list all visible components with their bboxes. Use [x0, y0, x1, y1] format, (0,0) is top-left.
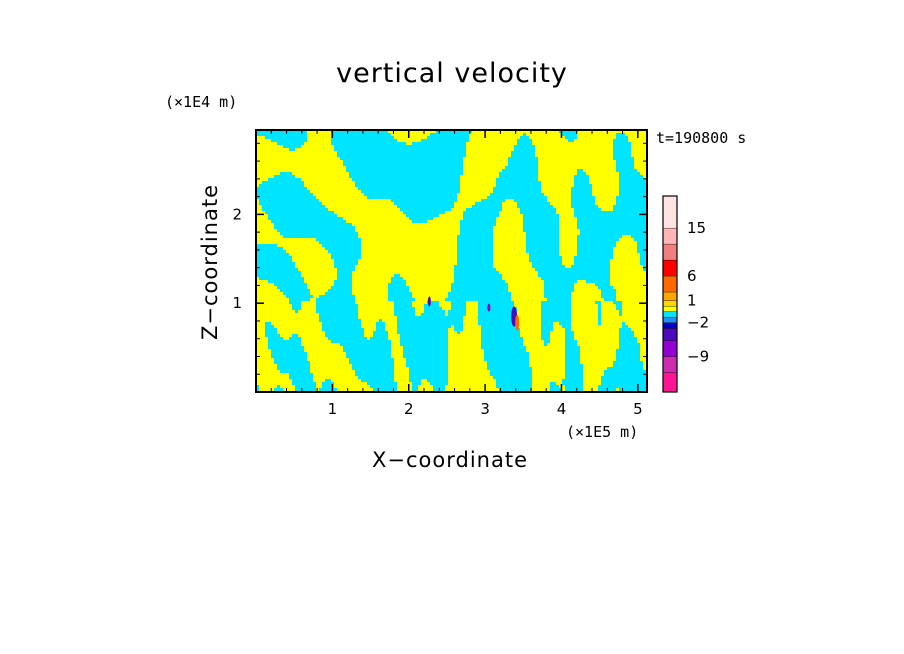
x-tick-label: 3 [480, 400, 490, 418]
colorbar-swatch [663, 311, 677, 318]
chart-title: vertical velocity [336, 58, 568, 89]
colorbar-tick-label: −9 [687, 347, 709, 365]
colorbar-swatch [663, 340, 677, 357]
colorbar-swatch [663, 356, 677, 373]
y-axis-unit: (×1E4 m) [165, 93, 238, 111]
y-tick-label: 2 [232, 205, 242, 223]
y-tick-label: 1 [232, 294, 242, 312]
x-tick-label: 1 [328, 400, 338, 418]
field-spot [427, 296, 431, 307]
x-axis-label: X−coordinate [372, 448, 528, 472]
colorbar-swatch [663, 227, 677, 244]
colorbar-tick-label: 6 [687, 267, 697, 285]
colorbar-swatch [663, 305, 677, 312]
y-axis: 12 [232, 142, 647, 375]
colorbar-swatch [663, 372, 677, 392]
x-axis-unit: (×1E5 m) [566, 423, 639, 441]
velocity-field [256, 130, 647, 392]
plot-frame [255, 129, 648, 393]
colorbar-tick-label: 1 [687, 291, 697, 309]
colorbar-swatch [663, 196, 677, 228]
colorbar-swatch [663, 259, 677, 276]
colorbar-swatch [663, 322, 677, 329]
x-axis: 1 2 3 4 5 [270, 130, 643, 418]
colorbar-swatch [663, 317, 677, 323]
colorbar-frame [662, 195, 678, 393]
colorbar: 15 6 1 −2 −9 [662, 195, 709, 393]
colorbar-tick-label: 15 [687, 219, 706, 237]
field-spot [515, 314, 520, 331]
colorbar-swatch [663, 328, 677, 341]
field-spot [487, 303, 491, 312]
time-label: t=190800 s [656, 129, 747, 147]
colorbar-swatch [663, 291, 677, 301]
colorbar-swatch [663, 275, 677, 292]
x-tick-label: 2 [404, 400, 414, 418]
x-tick-label: 4 [557, 400, 567, 418]
colorbar-swatch [663, 300, 677, 306]
colorbar-tick-label: −2 [687, 314, 709, 332]
x-tick-label: 5 [633, 400, 643, 418]
colorbar-swatch [663, 243, 677, 260]
